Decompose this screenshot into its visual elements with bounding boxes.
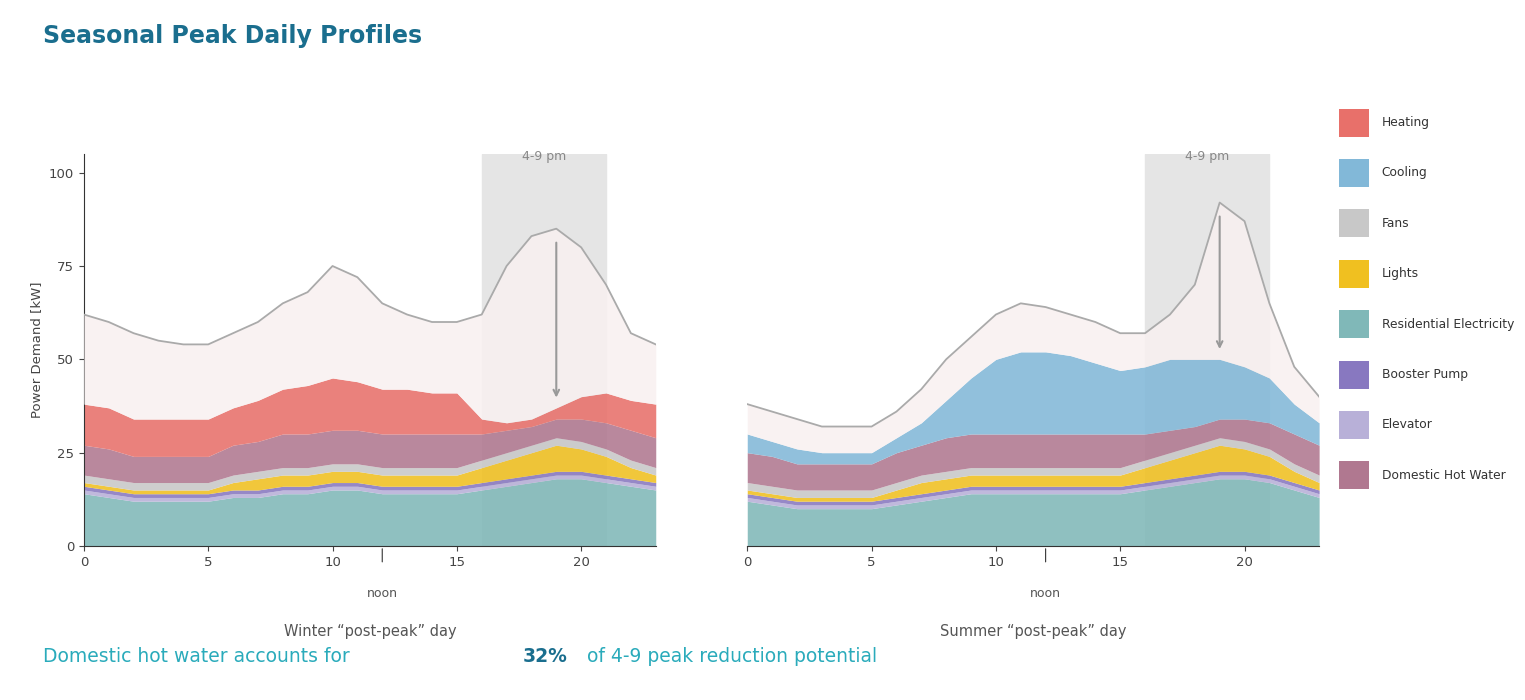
Text: Elevator: Elevator (1382, 419, 1432, 431)
Text: Residential Electricity: Residential Electricity (1382, 318, 1514, 330)
Text: Booster Pump: Booster Pump (1382, 368, 1467, 381)
Text: noon: noon (366, 587, 398, 600)
Text: Summer “post-peak” day: Summer “post-peak” day (939, 624, 1127, 639)
Text: Heating: Heating (1382, 116, 1429, 129)
Text: Winter “post-peak” day: Winter “post-peak” day (284, 624, 456, 639)
Y-axis label: Power Demand [kW]: Power Demand [kW] (30, 281, 43, 418)
Text: 4-9 pm: 4-9 pm (1185, 150, 1229, 163)
Text: of 4-9 peak reduction potential: of 4-9 peak reduction potential (581, 648, 877, 666)
Bar (482, 154, 605, 546)
Text: Domestic Hot Water: Domestic Hot Water (1382, 469, 1505, 482)
Text: Seasonal Peak Daily Profiles: Seasonal Peak Daily Profiles (43, 25, 422, 48)
Text: 4-9 pm: 4-9 pm (522, 150, 566, 163)
Text: Fans: Fans (1382, 217, 1409, 230)
Text: Domestic hot water accounts for: Domestic hot water accounts for (43, 648, 355, 666)
Text: 32%: 32% (523, 648, 567, 666)
Bar (1145, 154, 1269, 546)
Text: Lights: Lights (1382, 267, 1418, 280)
Text: noon: noon (1029, 587, 1061, 600)
Text: Cooling: Cooling (1382, 167, 1427, 179)
